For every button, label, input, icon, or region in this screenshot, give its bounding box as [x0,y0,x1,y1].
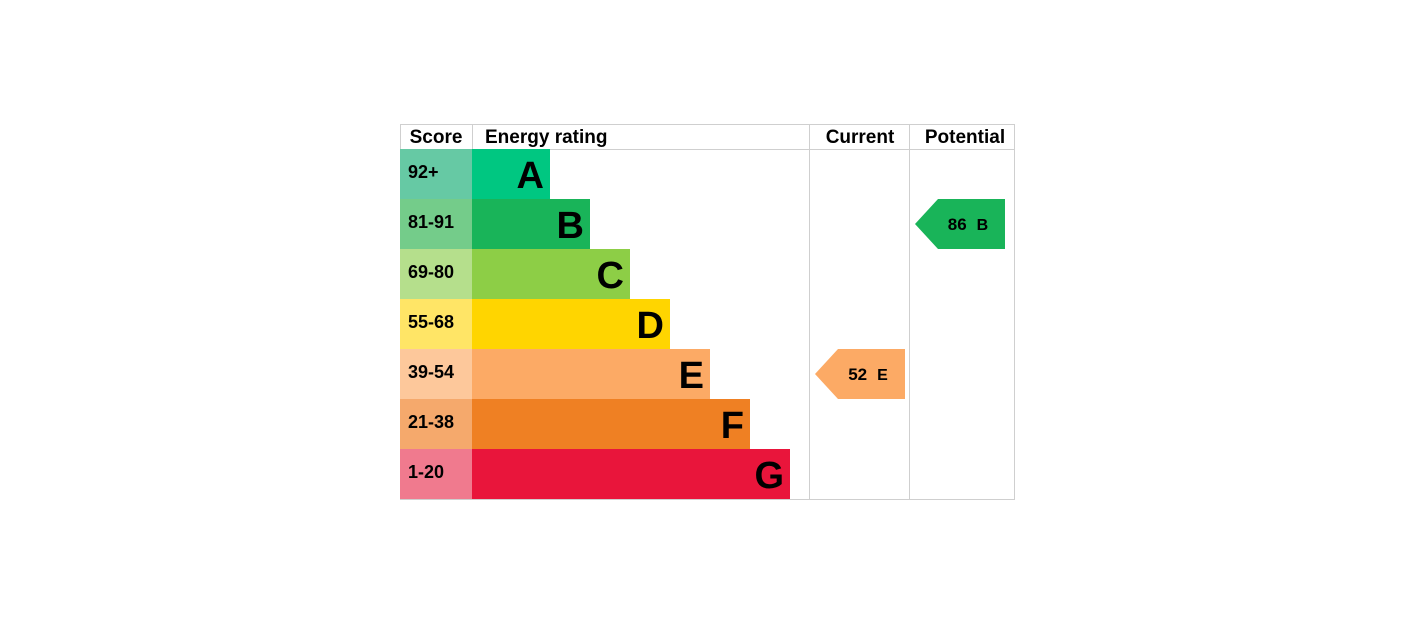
header-potential: Potential [925,127,1005,148]
current-rating-arrow [815,349,905,399]
current-rating-value: 52 [848,365,867,384]
score-range-d: 55-68 [408,312,454,332]
current-rating-label: 52 E [848,365,888,384]
header-current: Current [826,127,895,148]
potential-rating-arrow [915,199,1005,249]
potential-rating-label: 86 B [948,215,988,234]
score-cell-f [400,399,472,449]
rating-markers: 52 E 86 B [815,199,1005,399]
rating-letter-e: E [679,355,704,397]
score-cell-d [400,299,472,349]
score-cell-b [400,199,472,249]
rating-bands: 92+ A 81-91 B 69-80 C 55-68 D 39-54 E 21-38 F 1-20 G [400,149,790,499]
score-cell-a [400,149,472,199]
rating-bar-d [472,299,670,349]
rating-bar-a [472,149,550,199]
header-energy-rating: Energy rating [485,127,607,148]
potential-rating-letter: B [977,217,989,234]
header-score: Score [410,127,463,148]
rating-letter-a: A [517,155,544,197]
score-range-e: 39-54 [408,362,454,382]
potential-rating-value: 86 [948,215,967,234]
rating-bar-e [472,349,710,399]
rating-letter-d: D [637,305,664,347]
rating-bar-f [472,399,750,449]
score-range-f: 21-38 [408,412,454,432]
score-range-b: 81-91 [408,212,454,232]
score-range-a: 92+ [408,162,439,182]
score-range-g: 1-20 [408,462,444,482]
rating-bar-c [472,249,630,299]
rating-letter-g: G [754,455,784,497]
rating-bar-b [472,199,590,249]
score-cell-g [400,449,472,499]
rating-letter-f: F [721,405,744,447]
rating-letter-c: C [597,255,624,297]
score-cell-c [400,249,472,299]
current-rating-letter: E [877,367,888,384]
rating-bar-g [472,449,790,499]
rating-letter-b: B [557,205,584,247]
score-cell-e [400,349,472,399]
score-range-c: 69-80 [408,262,454,282]
